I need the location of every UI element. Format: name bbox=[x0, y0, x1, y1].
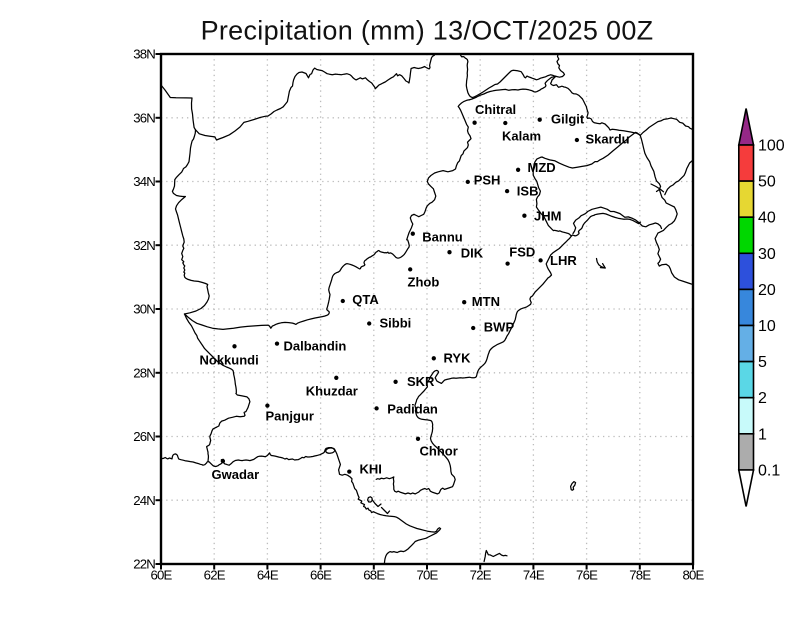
svg-text:LHR: LHR bbox=[550, 253, 577, 268]
svg-text:68E: 68E bbox=[363, 568, 385, 583]
svg-text:MZD: MZD bbox=[528, 160, 556, 175]
svg-text:Chitral: Chitral bbox=[475, 102, 516, 117]
svg-text:72E: 72E bbox=[470, 568, 492, 583]
svg-text:26N: 26N bbox=[133, 429, 155, 444]
svg-text:40: 40 bbox=[758, 210, 776, 227]
svg-text:FSD: FSD bbox=[509, 245, 535, 260]
svg-text:28N: 28N bbox=[133, 365, 155, 380]
svg-text:100: 100 bbox=[758, 138, 785, 155]
svg-text:Sibbi: Sibbi bbox=[380, 315, 412, 330]
svg-text:74E: 74E bbox=[523, 568, 545, 583]
svg-text:70E: 70E bbox=[416, 568, 438, 583]
svg-text:Khuzdar: Khuzdar bbox=[306, 383, 358, 398]
svg-text:Bannu: Bannu bbox=[422, 230, 463, 245]
svg-text:76E: 76E bbox=[576, 568, 598, 583]
svg-text:MTN: MTN bbox=[472, 294, 500, 309]
svg-text:1: 1 bbox=[758, 426, 767, 443]
svg-text:64E: 64E bbox=[257, 568, 279, 583]
svg-text:32N: 32N bbox=[133, 238, 155, 253]
svg-text:62E: 62E bbox=[204, 568, 226, 583]
svg-text:Nokkundi: Nokkundi bbox=[200, 352, 259, 367]
svg-text:20: 20 bbox=[758, 282, 776, 299]
svg-text:38N: 38N bbox=[133, 47, 155, 62]
svg-text:Padidan: Padidan bbox=[387, 401, 438, 416]
svg-text:24N: 24N bbox=[133, 493, 155, 508]
svg-text:Gilgit: Gilgit bbox=[551, 112, 585, 127]
svg-text:34N: 34N bbox=[133, 174, 155, 189]
svg-text:Panjgur: Panjgur bbox=[266, 408, 314, 423]
svg-text:Precipitation (mm) 13/OCT/2025: Precipitation (mm) 13/OCT/2025 00Z bbox=[201, 16, 654, 46]
svg-text:30: 30 bbox=[758, 246, 776, 263]
svg-text:30N: 30N bbox=[133, 302, 155, 317]
svg-text:PSH: PSH bbox=[474, 173, 501, 188]
svg-text:60E: 60E bbox=[150, 568, 172, 583]
svg-text:ISB: ISB bbox=[517, 183, 539, 198]
svg-text:DIK: DIK bbox=[461, 245, 484, 260]
svg-text:50: 50 bbox=[758, 174, 776, 191]
svg-text:KHI: KHI bbox=[360, 461, 382, 476]
svg-text:Skardu: Skardu bbox=[586, 132, 630, 147]
svg-text:Chhor: Chhor bbox=[420, 444, 458, 459]
svg-text:22N: 22N bbox=[133, 557, 155, 572]
svg-text:2: 2 bbox=[758, 390, 767, 407]
svg-text:80E: 80E bbox=[682, 568, 704, 583]
svg-text:JHM: JHM bbox=[534, 208, 561, 223]
svg-text:Dalbandin: Dalbandin bbox=[284, 338, 347, 353]
svg-text:66E: 66E bbox=[310, 568, 332, 583]
svg-text:36N: 36N bbox=[133, 111, 155, 126]
svg-text:Gwadar: Gwadar bbox=[212, 467, 260, 482]
svg-text:RYK: RYK bbox=[444, 350, 472, 365]
svg-text:5: 5 bbox=[758, 354, 767, 371]
svg-text:0.1: 0.1 bbox=[758, 463, 780, 480]
svg-text:BWP: BWP bbox=[484, 319, 515, 334]
svg-text:QTA: QTA bbox=[352, 292, 379, 307]
svg-text:SKR: SKR bbox=[407, 374, 435, 389]
svg-text:Kalam: Kalam bbox=[502, 129, 541, 144]
svg-text:Zhob: Zhob bbox=[408, 274, 440, 289]
svg-text:78E: 78E bbox=[629, 568, 651, 583]
svg-text:10: 10 bbox=[758, 318, 776, 335]
